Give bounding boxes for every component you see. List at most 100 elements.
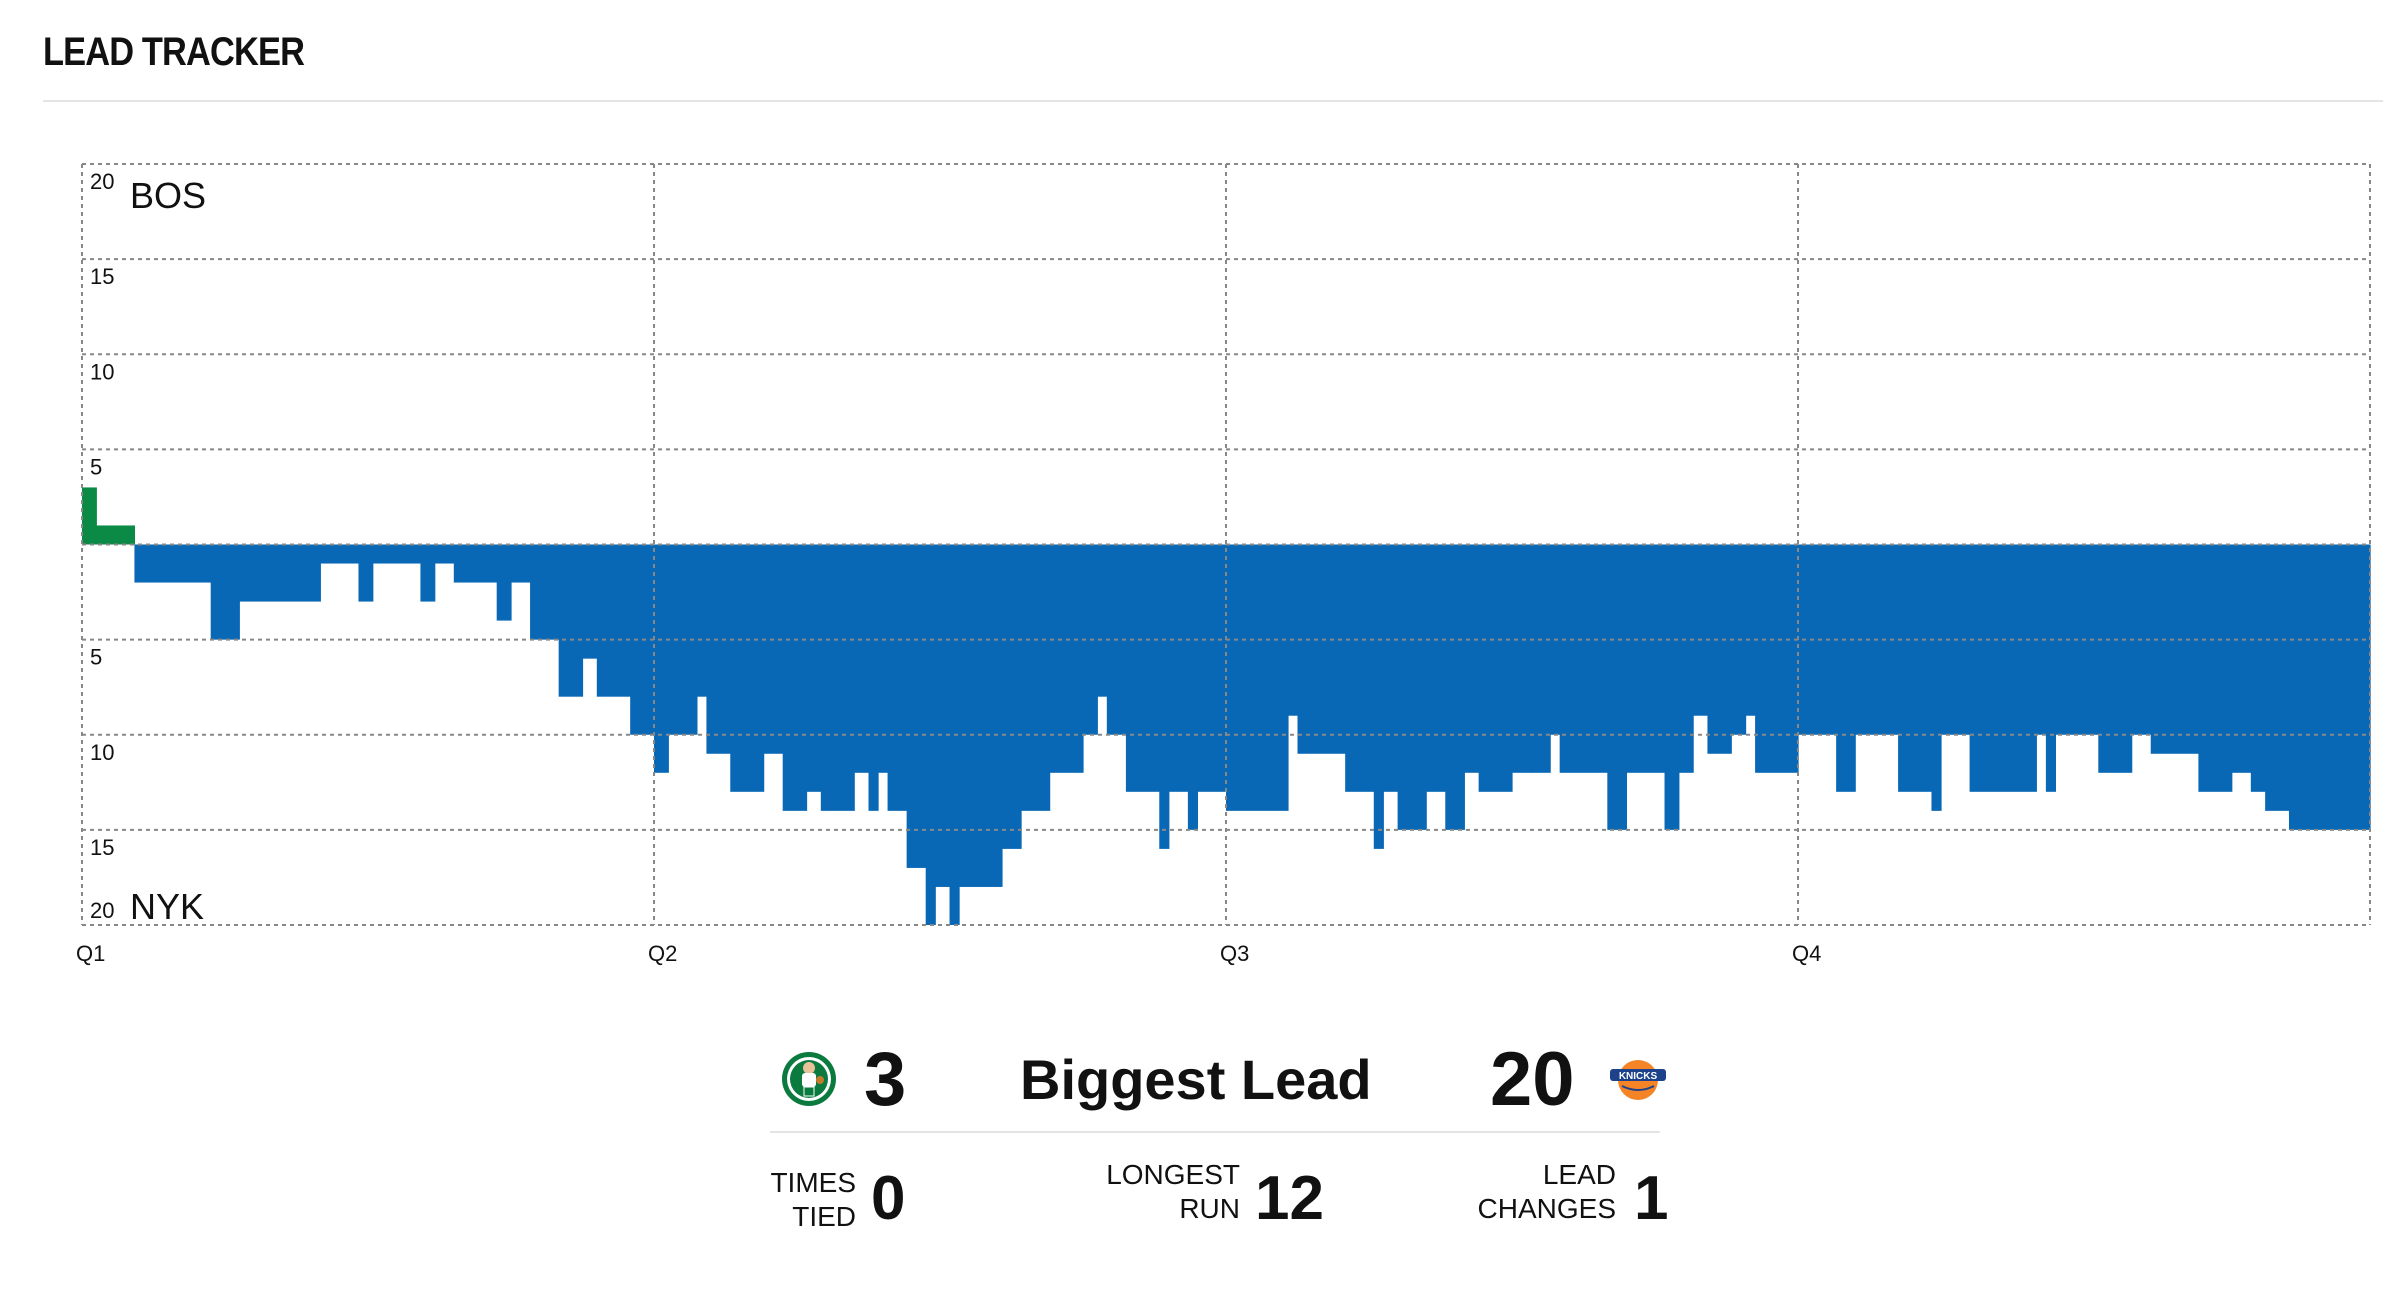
lead-changes-label: LEAD CHANGES	[1440, 1158, 1616, 1226]
nyk-lead-bar	[1531, 544, 1551, 773]
nyk-lead-bar	[320, 544, 360, 564]
nyk-lead-bar	[1707, 544, 1732, 754]
nyk-lead-bar	[887, 544, 908, 811]
nyk-lead-bar	[1345, 544, 1375, 792]
stats-divider	[770, 1131, 1660, 1133]
times-tied-label-line2: TIED	[792, 1201, 856, 1232]
nyk-lead-bar	[1693, 544, 1709, 716]
nyk-biggest-lead-value: 20	[1490, 1037, 1575, 1122]
nyk-lead-bar	[453, 544, 498, 583]
section-title: LEAD TRACKER	[43, 30, 305, 74]
nyk-lead-bar	[763, 544, 784, 754]
nyk-lead-bar	[582, 544, 598, 659]
y-tick-label: 5	[90, 645, 102, 670]
times-tied-label-line1: TIMES	[770, 1167, 856, 1198]
nyk-lead-bar	[1187, 544, 1198, 830]
nyk-lead-bar	[654, 544, 669, 773]
nyk-lead-bar	[1898, 544, 1933, 792]
x-tick-label: Q3	[1220, 941, 1249, 966]
nyk-lead-bar	[1287, 544, 1299, 716]
nyk-lead-bar	[782, 544, 808, 811]
nyk-lead-bar	[372, 544, 422, 564]
nyk-lead-bar	[420, 544, 436, 602]
nyk-lead-bar	[1021, 544, 1051, 811]
nyk-lead-bar	[1383, 544, 1399, 792]
nyk-lead-bar	[239, 544, 321, 602]
nyk-lead-bar	[2045, 544, 2056, 792]
nyk-lead-bar	[1969, 544, 2037, 792]
bos-biggest-lead-value: 3	[864, 1037, 907, 1122]
nyk-lead-bar	[1478, 544, 1513, 792]
nyk-lead-bar	[1373, 544, 1384, 849]
nyk-lead-bar	[1168, 544, 1189, 792]
nyk-lead-bar	[1426, 544, 1446, 792]
lead-tracker-chart: 20 15 10 5 5 10 15 20 Q1 Q2 Q3 Q4 BOS NYK	[76, 163, 2371, 966]
nyk-lead-bar	[2231, 544, 2252, 773]
nyk-lead-bar	[1607, 544, 1627, 830]
nyk-lead-bar	[1678, 544, 1694, 773]
nyk-lead-bar	[2198, 544, 2233, 792]
nyk-lead-bar	[706, 544, 731, 754]
nyk-lead-bar	[1049, 544, 1084, 773]
svg-text:KNICKS: KNICKS	[1619, 1071, 1658, 1082]
knicks-logo-icon: KNICKS	[1610, 1060, 1666, 1100]
y-tick-label: 15	[90, 264, 114, 289]
celtics-logo-icon	[782, 1052, 836, 1106]
nyk-lead-bar	[2150, 544, 2199, 754]
nyk-lead-bar	[1001, 544, 1022, 849]
nyk-lead-bar	[1097, 544, 1108, 697]
bos-lead-bar	[96, 525, 136, 545]
nyk-lead-bar	[730, 544, 765, 792]
nyk-lead-bar	[2098, 544, 2133, 773]
nyk-lead-bar	[1512, 544, 1532, 773]
longest-run-label: LONGEST RUN	[1080, 1158, 1240, 1226]
y-tick-label: 5	[90, 454, 102, 479]
nyk-lead-bar	[1197, 544, 1227, 792]
nyk-lead-bar	[820, 544, 855, 811]
nyk-lead-bar	[511, 544, 531, 583]
longest-run-label-line1: LONGEST	[1106, 1159, 1240, 1190]
nyk-lead-bar	[2288, 544, 2371, 830]
nyk-lead-bar	[496, 544, 512, 621]
y-tick-label: 20	[90, 169, 114, 194]
nyk-lead-bar	[1226, 544, 1289, 811]
nyk-lead-bar	[1445, 544, 1465, 830]
longest-run-label-line2: RUN	[1179, 1193, 1240, 1224]
lead-changes-value: 1	[1634, 1164, 1669, 1233]
nyk-lead-bar	[1159, 544, 1170, 849]
nyk-lead-bar	[1931, 544, 1942, 811]
y-tick-label: 10	[90, 359, 114, 384]
nyk-lead-bar	[1626, 544, 1666, 773]
nyk-lead-bar	[1559, 544, 1608, 773]
nyk-lead-bar	[935, 544, 951, 887]
nyk-lead-bar	[2250, 544, 2266, 792]
times-tied-label: TIMES TIED	[740, 1166, 856, 1234]
lead-changes-label-line2: CHANGES	[1477, 1193, 1616, 1224]
lead-changes-label-line1: LEAD	[1542, 1159, 1616, 1190]
nyk-lead-bar	[210, 544, 240, 640]
nyk-lead-bar	[806, 544, 822, 792]
nyk-lead-bar	[2036, 544, 2047, 735]
nyk-lead-bar	[134, 544, 212, 583]
x-tick-label: Q2	[648, 941, 677, 966]
biggest-lead-label: Biggest Lead	[1020, 1048, 1372, 1111]
nyk-lead-bar	[1745, 544, 1756, 716]
x-tick-label: Q4	[1792, 941, 1821, 966]
nyk-lead-bar	[696, 544, 708, 697]
nyk-lead-bar	[558, 544, 584, 697]
top-team-label: BOS	[130, 175, 206, 216]
nyk-lead-bar	[2265, 544, 2290, 811]
nyk-lead-bar	[530, 544, 560, 640]
nyk-lead-bar	[1755, 544, 1799, 773]
nyk-lead-bar	[1297, 544, 1346, 754]
y-tick-label: 10	[90, 740, 114, 765]
nyk-lead-bar	[358, 544, 374, 602]
nyk-lead-bar	[596, 544, 631, 697]
nyk-lead-bar	[1397, 544, 1427, 830]
times-tied-value: 0	[871, 1164, 906, 1233]
nyk-lead-bar	[854, 544, 870, 773]
header-divider	[43, 100, 2383, 102]
nyk-lead-bar	[959, 544, 1003, 887]
